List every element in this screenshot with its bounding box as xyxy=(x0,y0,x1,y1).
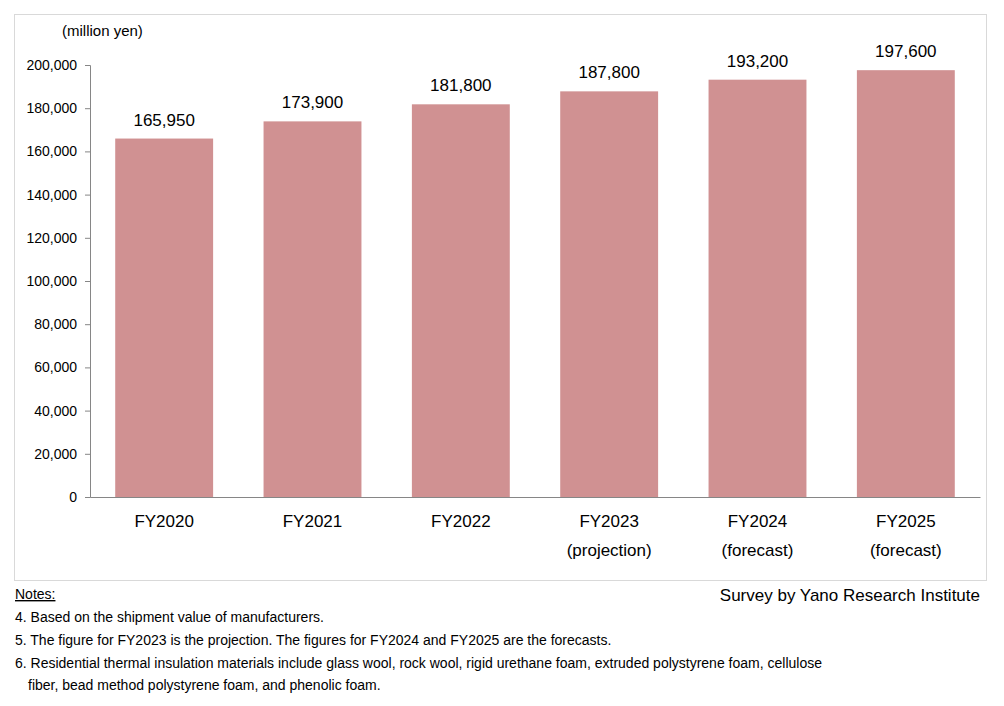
bar xyxy=(115,139,213,497)
note-line: 4. Based on the shipment value of manufa… xyxy=(15,609,324,625)
x-tick-label: FY2021 xyxy=(283,512,343,531)
y-tick-mark xyxy=(85,65,90,66)
x-tick-label-line: FY2025 xyxy=(876,512,936,531)
x-tick-label-line: (projection) xyxy=(567,541,652,560)
y-tick-label: 40,000 xyxy=(34,403,77,419)
y-tick: 80,000 xyxy=(34,316,90,332)
y-tick-label: 180,000 xyxy=(26,100,77,116)
data-label: 193,200 xyxy=(727,52,788,71)
bar xyxy=(560,91,658,497)
y-tick-mark xyxy=(85,324,90,325)
x-tick-label-line: (forecast) xyxy=(722,541,794,560)
y-tick-label: 20,000 xyxy=(34,446,77,462)
x-tick: FY2024 (forecast) xyxy=(722,497,794,560)
bar xyxy=(857,70,955,497)
y-tick-mark xyxy=(85,195,90,196)
y-tick-label: 60,000 xyxy=(34,359,77,375)
x-tick: FY2020 xyxy=(134,497,194,531)
y-tick-mark xyxy=(85,151,90,152)
bars xyxy=(115,70,955,497)
y-tick-mark xyxy=(85,238,90,239)
y-tick: 100,000 xyxy=(26,273,90,289)
x-tick-label: FY2020 xyxy=(134,512,194,531)
y-tick-label: 80,000 xyxy=(34,316,77,332)
x-tick-label: FY2025 (forecast) xyxy=(870,512,942,560)
y-tick-label: 100,000 xyxy=(26,273,77,289)
y-tick-mark xyxy=(85,367,90,368)
data-label: 197,600 xyxy=(875,42,936,61)
x-tick: FY2025 (forecast) xyxy=(870,497,942,560)
y-tick-mark xyxy=(85,411,90,412)
frame xyxy=(15,15,987,581)
x-tick-label: FY2022 xyxy=(431,512,491,531)
data-label: 187,800 xyxy=(578,63,639,82)
note-line: 5. The figure for FY2023 is the projecti… xyxy=(15,632,611,648)
y-tick-mark xyxy=(85,108,90,109)
bar xyxy=(264,121,362,497)
y-tick-label: 200,000 xyxy=(26,57,77,73)
x-tick: FY2022 xyxy=(431,497,491,531)
x-tick-label-line: FY2022 xyxy=(431,512,491,531)
source: Survey by Yano Research Institute xyxy=(720,586,980,605)
notes-title: Notes: xyxy=(15,586,55,602)
y-tick: 180,000 xyxy=(26,100,90,116)
x-tick-label-line: FY2024 xyxy=(728,512,788,531)
x-tick-label-line: FY2020 xyxy=(134,512,194,531)
y-tick: 20,000 xyxy=(34,446,90,462)
y-tick: 120,000 xyxy=(26,230,90,246)
y-tick-mark xyxy=(85,454,90,455)
y-tick: 140,000 xyxy=(26,187,90,203)
y-tick-label: 140,000 xyxy=(26,187,77,203)
y-tick: 160,000 xyxy=(26,143,90,159)
bar xyxy=(412,104,510,497)
y-tick-label: 120,000 xyxy=(26,230,77,246)
y-axis-title: (million yen) xyxy=(62,22,143,39)
data-label: 173,900 xyxy=(282,93,343,112)
y-tick: 40,000 xyxy=(34,403,90,419)
note-line: 6. Residential thermal insulation materi… xyxy=(15,655,822,671)
data-label: 181,800 xyxy=(430,76,491,95)
x-tick: FY2023 (projection) xyxy=(567,497,652,560)
y-tick-mark xyxy=(85,497,90,498)
notes: Notes: 4. Based on the shipment value of … xyxy=(15,586,822,693)
note-line: fiber, bead method polystyrene foam, and… xyxy=(28,677,381,693)
chart: 0 20,000 40,000 60,000 80,000 100,000 120,000 1… xyxy=(0,0,1004,706)
y-axis: 0 20,000 40,000 60,000 80,000 100,000 120,000 1… xyxy=(26,57,90,505)
y-tick: 60,000 xyxy=(34,359,90,375)
y-axis-line xyxy=(85,66,91,498)
x-tick-label: FY2023 (projection) xyxy=(567,512,652,560)
data-label: 165,950 xyxy=(133,111,194,130)
x-axis-line xyxy=(91,497,981,498)
x-axis: FY2020FY2021FY2022FY2023(projection)FY20… xyxy=(91,497,981,560)
bar xyxy=(709,80,807,497)
note: 5. The figure for FY2023 is the projecti… xyxy=(15,632,611,648)
data-labels: 165,950 173,900 181,800 187,800 193,200 197,6… xyxy=(133,42,936,129)
y-tick-label: 160,000 xyxy=(26,143,77,159)
y-tick: 200,000 xyxy=(26,57,90,73)
x-tick-label: FY2024 (forecast) xyxy=(722,512,794,560)
y-tick-mark xyxy=(85,281,90,282)
x-tick-label-line: FY2021 xyxy=(283,512,343,531)
y-tick-label: 0 xyxy=(69,489,77,505)
note: 6. Residential thermal insulation materi… xyxy=(15,655,822,693)
x-tick-label-line: (forecast) xyxy=(870,541,942,560)
x-tick: FY2021 xyxy=(283,497,343,531)
y-tick: 0 xyxy=(69,489,90,505)
x-tick-label-line: FY2023 xyxy=(579,512,639,531)
note: 4. Based on the shipment value of manufa… xyxy=(15,609,324,625)
